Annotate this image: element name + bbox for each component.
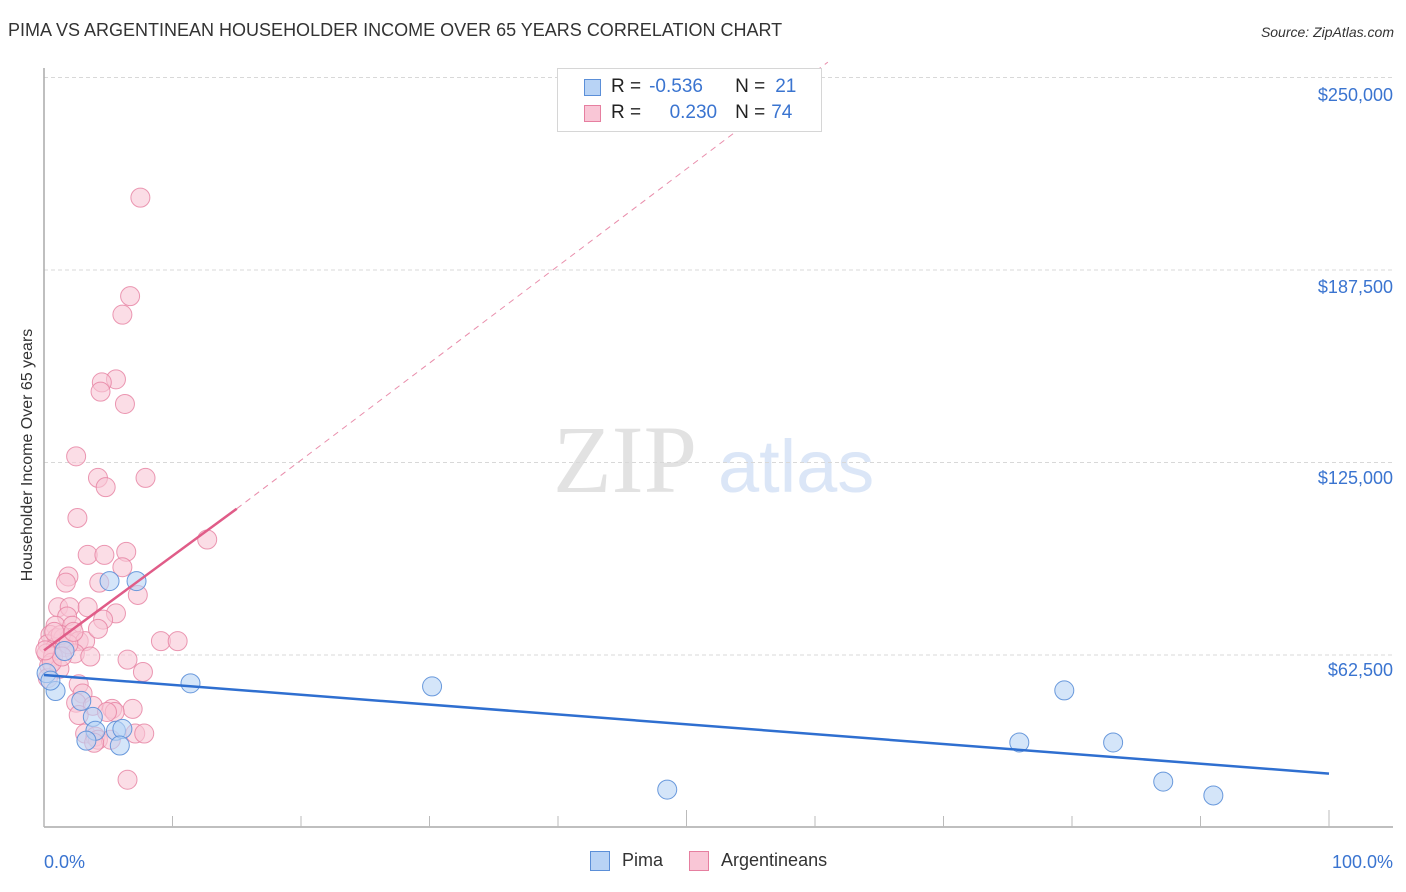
legend-label-pima: Pima xyxy=(622,850,664,870)
source-label: Source: ZipAtlas.com xyxy=(1260,24,1394,40)
argentineans-points xyxy=(35,187,218,790)
y-tick-187500: $187,500 xyxy=(1317,277,1393,297)
argentineans-swatch-icon xyxy=(689,850,710,871)
n-label: N = xyxy=(735,76,766,97)
pima-swatch-icon xyxy=(590,850,610,871)
legend-label-argentineans: Argentineans xyxy=(721,850,828,870)
stats-row-pima: R = -0.536 N = 21 xyxy=(584,75,796,99)
watermark-atlas: atlas xyxy=(718,425,874,508)
watermark-zip: ZIP xyxy=(553,406,697,513)
legend-item-argentineans[interactable]: Argentineans xyxy=(689,850,827,871)
n-label: N = xyxy=(735,102,766,123)
series-legend: Pima Argentineans xyxy=(590,850,853,871)
r-label: R = xyxy=(611,102,642,123)
n-value: 21 xyxy=(775,76,797,97)
r-value: -0.536 xyxy=(649,76,703,97)
r-label: R = xyxy=(611,76,642,97)
y-tick-125000: $125,000 xyxy=(1317,468,1393,488)
pima-points xyxy=(36,571,1224,806)
pima-swatch-icon xyxy=(584,78,601,96)
chart-title: PIMA VS ARGENTINEAN HOUSEHOLDER INCOME O… xyxy=(8,20,783,40)
legend-item-pima[interactable]: Pima xyxy=(590,850,663,871)
stats-legend: R = -0.536 N = 21 R = 0.230 N = 74 xyxy=(557,68,822,132)
trendlines xyxy=(43,61,1330,775)
n-value: 74 xyxy=(771,102,793,123)
x-tick-left: 0.0% xyxy=(44,852,86,872)
gridlines xyxy=(44,77,1395,656)
y-tick-250000: $250,000 xyxy=(1317,85,1393,105)
x-tick-right: 100.0% xyxy=(1331,852,1393,872)
stats-row-argentineans: R = 0.230 N = 74 xyxy=(584,101,792,125)
y-tick-62500: $62,500 xyxy=(1327,660,1393,680)
axes xyxy=(43,68,1393,828)
y-axis-label: Householder Income Over 65 years xyxy=(19,328,36,582)
r-value: 0.230 xyxy=(669,102,718,123)
argentineans-swatch-icon xyxy=(584,104,601,122)
